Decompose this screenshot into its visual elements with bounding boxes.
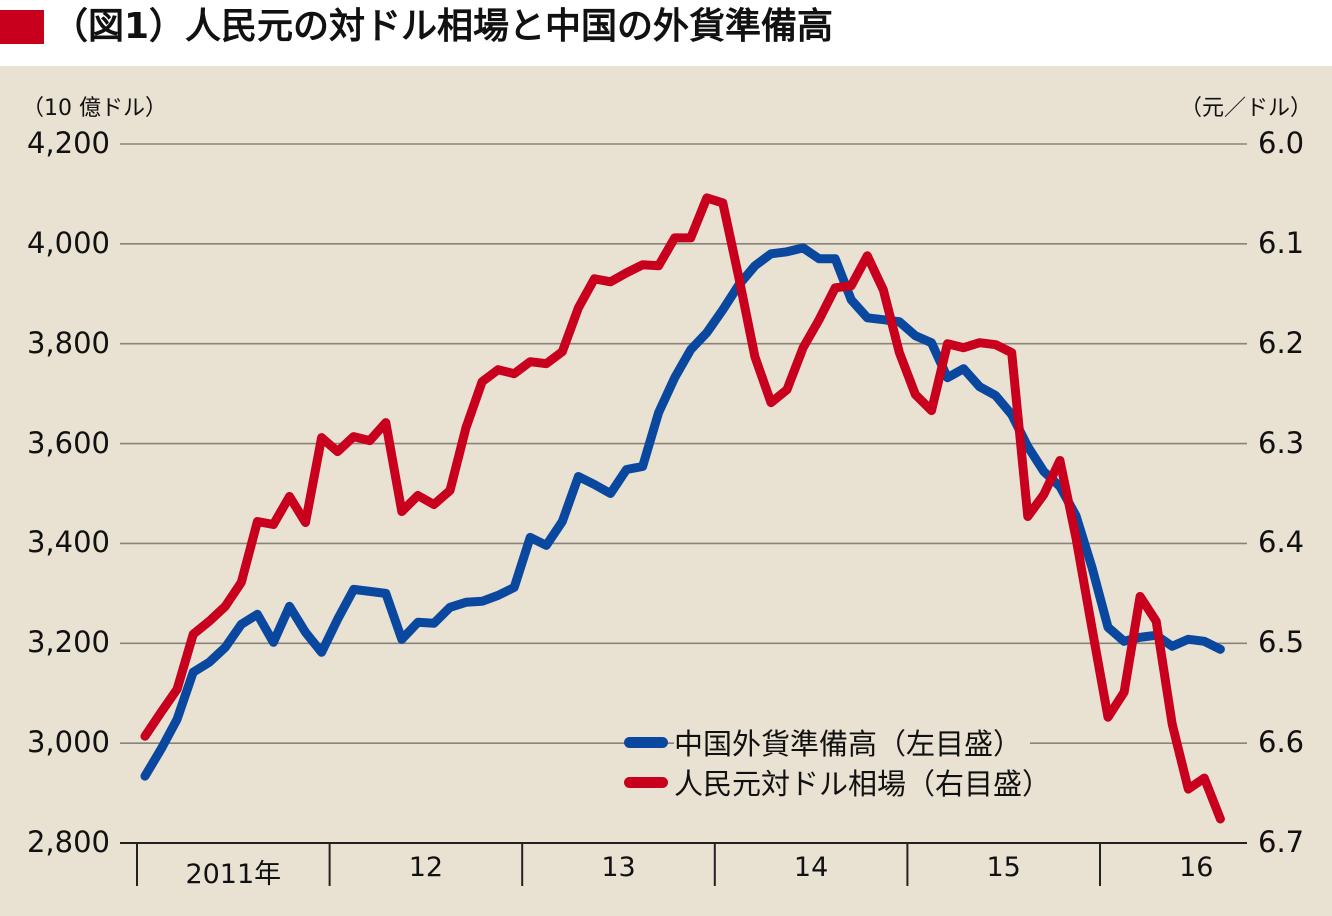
- left-tick-label: 4,200: [26, 126, 110, 160]
- x-tick-label: 16: [1179, 852, 1214, 883]
- right-tick-label: 6.7: [1258, 825, 1305, 859]
- legend-swatch-blue: [624, 736, 668, 748]
- chart-title: （図1）人民元の対ドル相場と中国の外貨準備高: [52, 6, 834, 47]
- x-tick-label: 14: [793, 852, 829, 883]
- left-axis-unit: （10 億ドル）: [22, 96, 167, 121]
- right-axis-unit: （元／ドル）: [1179, 96, 1312, 121]
- legend-label-cny: 人民元対ドル相場（右目盛）: [674, 761, 1060, 803]
- reserves-line: [140, 243, 1225, 781]
- right-tick-label: 6.3: [1258, 425, 1305, 460]
- title-bar: （図1）人民元の対ドル相場と中国の外貨準備高: [0, 0, 1332, 66]
- left-tick-label: 3,600: [26, 425, 110, 460]
- x-tick-label: 12: [408, 852, 444, 883]
- left-tick-label: 4,000: [26, 225, 110, 260]
- legend-swatch-red: [624, 776, 668, 788]
- cny-line: [140, 193, 1225, 824]
- legend: 中国外貨準備高（左目盛） 人民元対ドル相場（右目盛）: [624, 721, 1060, 803]
- plot-background: [0, 66, 1332, 916]
- right-tick-label: 6.5: [1258, 625, 1305, 660]
- right-tick-label: 6.1: [1258, 225, 1305, 260]
- right-tick-label: 6.0: [1258, 126, 1305, 160]
- right-tick-label: 6.2: [1258, 325, 1305, 360]
- x-axis: [136, 843, 1101, 886]
- legend-label-reserves: 中国外貨準備高（左目盛）: [674, 721, 1031, 763]
- x-tick-label: 2011年: [185, 859, 282, 890]
- right-tick-label: 6.6: [1258, 725, 1305, 760]
- left-tick-label: 3,200: [26, 625, 110, 660]
- left-tick-label: 3,400: [26, 525, 110, 560]
- title-red-marker: [0, 10, 44, 44]
- right-tick-label: 6.4: [1258, 525, 1305, 560]
- x-tick-label: 13: [601, 852, 636, 883]
- x-tick-label: 15: [986, 852, 1021, 883]
- left-tick-label: 3,800: [26, 325, 110, 360]
- legend-item-cny: 人民元対ドル相場（右目盛）: [624, 761, 1060, 803]
- left-tick-label: 3,000: [26, 725, 110, 760]
- legend-item-reserves: 中国外貨準備高（左目盛）: [624, 721, 1059, 763]
- left-tick-label: 2,800: [26, 825, 110, 859]
